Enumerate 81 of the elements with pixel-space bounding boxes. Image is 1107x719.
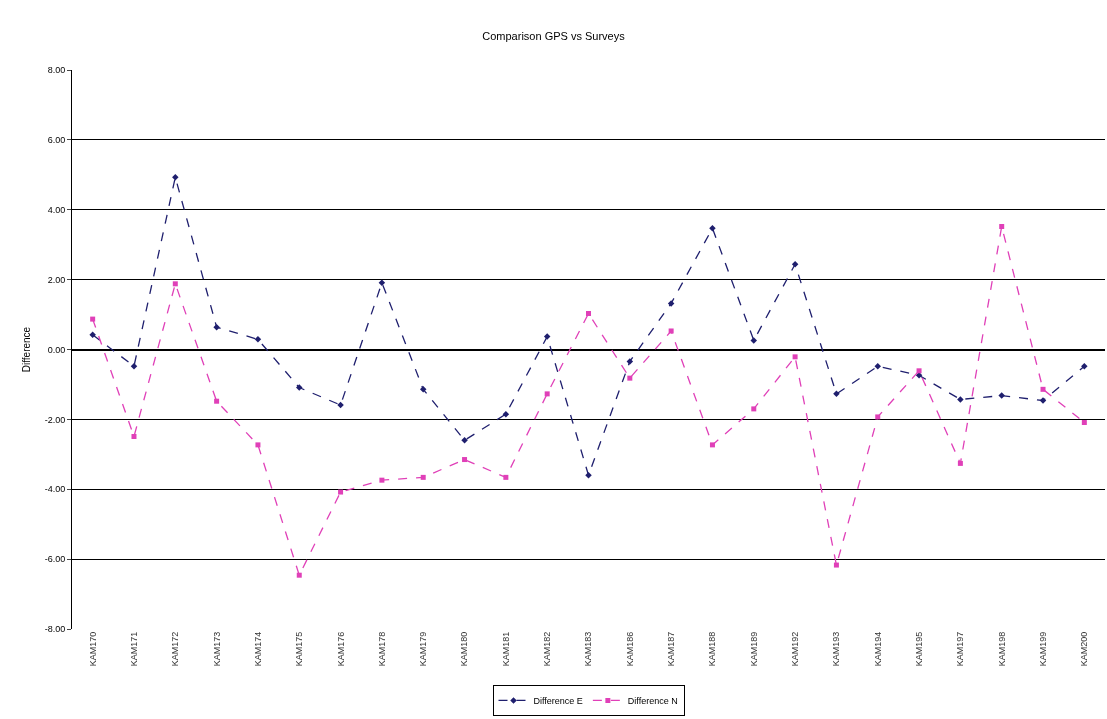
point xyxy=(586,311,591,317)
point xyxy=(214,398,220,404)
x-tick-label: KAM193 xyxy=(831,631,842,667)
x-tick-label: KAM200 xyxy=(1079,631,1090,667)
point xyxy=(379,477,385,483)
point xyxy=(999,224,1005,230)
x-tick-label: KAM183 xyxy=(583,631,594,667)
point xyxy=(90,316,96,322)
y-tick-label: -4.00 xyxy=(44,484,66,495)
point xyxy=(791,261,799,268)
x-tick-label: KAM179 xyxy=(418,631,429,667)
x-tick-label: KAM187 xyxy=(666,631,677,667)
point xyxy=(131,433,137,439)
y-tick-label: -2.00 xyxy=(44,414,66,425)
point xyxy=(626,358,634,365)
point xyxy=(1081,363,1088,370)
x-tick-label: KAM198 xyxy=(996,631,1007,667)
x-tick-label: KAM186 xyxy=(624,631,635,667)
x-tick-label: KAM189 xyxy=(748,631,759,667)
x-tick-label: KAM188 xyxy=(707,631,718,667)
point xyxy=(585,472,592,479)
point xyxy=(957,460,963,466)
y-tick-label: 8.00 xyxy=(47,65,66,76)
point xyxy=(462,457,468,463)
x-tick-label: KAM170 xyxy=(87,631,98,667)
chart-title: Comparison GPS vs Surveys xyxy=(482,30,626,43)
x-tick-label: KAM175 xyxy=(294,631,305,667)
point xyxy=(709,225,716,232)
y-tick-label: 6.00 xyxy=(47,135,66,146)
y-tick-label: -8.00 xyxy=(44,624,66,635)
point xyxy=(378,279,386,287)
y-tick-label: 2.00 xyxy=(47,274,66,285)
point xyxy=(296,572,302,578)
x-tick-label: KAM181 xyxy=(500,631,511,667)
point xyxy=(957,396,964,403)
point xyxy=(338,489,344,495)
point xyxy=(419,386,427,393)
x-tick-label: KAM199 xyxy=(1037,631,1048,667)
point xyxy=(833,562,839,568)
x-tick-label: KAM180 xyxy=(459,631,470,667)
point xyxy=(627,375,633,381)
x-tick-label: KAM195 xyxy=(913,631,924,667)
point xyxy=(544,391,550,397)
point xyxy=(709,442,715,448)
point xyxy=(1081,420,1087,426)
point xyxy=(667,300,675,307)
point xyxy=(875,414,881,420)
y-tick-label: -6.00 xyxy=(44,554,66,565)
point xyxy=(255,442,261,448)
point xyxy=(130,363,138,370)
point xyxy=(420,474,426,480)
y-axis-title: Difference xyxy=(20,326,32,373)
point xyxy=(172,174,179,181)
point xyxy=(998,392,1005,399)
x-tick-label: KAM178 xyxy=(376,631,387,667)
point xyxy=(916,368,922,374)
x-tick-label: KAM172 xyxy=(170,631,181,667)
x-tick-label: KAM173 xyxy=(211,631,222,667)
point xyxy=(296,384,303,391)
point xyxy=(668,328,674,334)
point xyxy=(89,331,96,339)
x-tick-label: KAM182 xyxy=(542,631,553,667)
y-tick-label: 4.00 xyxy=(47,204,66,215)
point xyxy=(751,406,757,412)
point xyxy=(503,474,509,480)
legend-label: Difference E xyxy=(533,695,583,706)
point xyxy=(874,363,881,370)
x-tick-label: KAM197 xyxy=(955,631,966,667)
point xyxy=(461,437,468,444)
y-tick-label: 0.00 xyxy=(47,344,66,355)
legend-label: Difference N xyxy=(627,695,678,706)
point xyxy=(502,410,510,418)
point xyxy=(792,354,798,360)
x-tick-label: KAM171 xyxy=(128,631,139,667)
x-tick-label: KAM176 xyxy=(335,631,346,667)
x-tick-label: KAM194 xyxy=(872,631,883,667)
point xyxy=(1040,386,1046,392)
x-tick-label: KAM174 xyxy=(252,631,263,667)
point xyxy=(172,281,178,287)
x-tick-label: KAM192 xyxy=(790,631,801,667)
point xyxy=(750,337,758,344)
